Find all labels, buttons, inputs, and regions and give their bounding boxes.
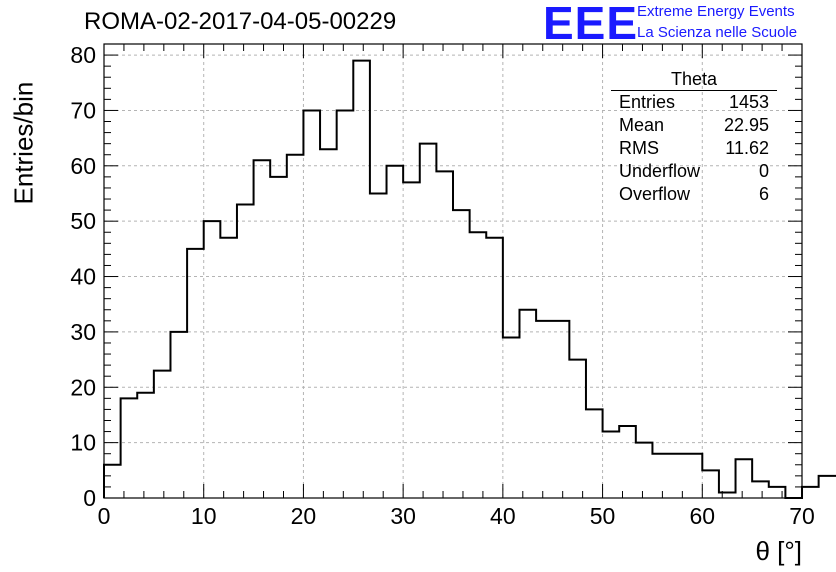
histogram-bin bbox=[669, 454, 686, 498]
histogram-series-line bbox=[103, 59, 836, 499]
org-tagline: La Scienza nelle Scuole bbox=[637, 24, 798, 41]
histogram-bin bbox=[470, 232, 487, 498]
histogram-bin bbox=[104, 465, 121, 498]
histogram-bin bbox=[220, 238, 237, 498]
run-title: ROMA-02-2017-04-05-00229 bbox=[84, 8, 397, 35]
histogram-bin bbox=[736, 459, 753, 498]
histogram-bin bbox=[436, 171, 453, 498]
stats-value: 1453 bbox=[728, 92, 769, 112]
histogram-bin bbox=[270, 177, 287, 498]
histogram-bin bbox=[802, 487, 819, 498]
x-tick-label: 40 bbox=[490, 503, 516, 529]
histogram-bin bbox=[137, 393, 154, 498]
plot-frame bbox=[103, 43, 803, 499]
histogram-bin bbox=[702, 470, 719, 498]
x-axis-label: θ [°] bbox=[755, 536, 802, 566]
histogram-bin bbox=[752, 481, 769, 498]
stats-row-mean: Mean 22.95 bbox=[611, 114, 777, 137]
stats-row-entries: Entries 1453 bbox=[611, 91, 777, 114]
histogram-bin bbox=[121, 398, 138, 498]
stats-label: Mean bbox=[619, 115, 665, 135]
x-tick-label: 0 bbox=[98, 503, 111, 529]
eee-logo: EEE bbox=[543, 0, 639, 49]
y-tick-label: 80 bbox=[70, 42, 96, 68]
histogram-bin bbox=[387, 166, 404, 498]
histogram-bin bbox=[337, 110, 354, 498]
x-tick-label: 10 bbox=[191, 503, 217, 529]
histogram-bin bbox=[254, 160, 271, 498]
histogram-bin bbox=[686, 454, 703, 498]
histogram-bin bbox=[636, 443, 653, 498]
histogram-bin bbox=[819, 476, 836, 498]
histogram-bin bbox=[536, 321, 553, 498]
histogram-bin bbox=[603, 432, 620, 498]
x-tick-label: 60 bbox=[689, 503, 715, 529]
histogram-bin bbox=[486, 238, 503, 498]
histogram-bin bbox=[652, 454, 669, 498]
stats-label: Underflow bbox=[619, 161, 701, 181]
histogram-bin bbox=[420, 144, 437, 498]
stats-value: 0 bbox=[758, 161, 769, 181]
y-tick-label: 60 bbox=[70, 153, 96, 179]
stats-box: Theta Entries 1453 Mean 22.95 RMS 11.62 … bbox=[611, 68, 777, 206]
x-tick-label: 20 bbox=[291, 503, 317, 529]
histogram-bin bbox=[453, 210, 470, 498]
stats-row-overflow: Overflow 6 bbox=[611, 183, 777, 206]
histogram-bin bbox=[403, 182, 420, 498]
histogram-bin bbox=[303, 110, 320, 498]
histogram-bin bbox=[154, 371, 171, 498]
histogram-bin bbox=[619, 426, 636, 498]
y-tick-label: 50 bbox=[70, 208, 96, 234]
histogram-bin bbox=[719, 492, 736, 498]
histogram-bin bbox=[353, 61, 370, 498]
histogram-bin bbox=[370, 193, 387, 498]
y-tick-label: 20 bbox=[70, 374, 96, 400]
stats-value: 22.95 bbox=[723, 115, 769, 135]
stats-row-rms: RMS 11.62 bbox=[611, 137, 777, 160]
histogram-bin bbox=[586, 409, 603, 498]
stats-label: RMS bbox=[619, 138, 659, 158]
y-tick-label: 10 bbox=[70, 430, 96, 456]
histogram-bin bbox=[204, 221, 221, 498]
stats-value: 11.62 bbox=[725, 138, 769, 158]
histogram-bin bbox=[320, 149, 337, 498]
histogram-bin bbox=[287, 155, 304, 498]
x-tick-label: 50 bbox=[590, 503, 616, 529]
histogram-bin bbox=[170, 332, 187, 498]
stats-value: 6 bbox=[758, 184, 769, 204]
histogram-bin bbox=[553, 321, 570, 498]
histogram-bin bbox=[769, 487, 786, 498]
x-tick-label: 30 bbox=[390, 503, 416, 529]
histogram-bin bbox=[569, 360, 586, 498]
y-tick-label: 70 bbox=[70, 97, 96, 123]
y-tick-label: 30 bbox=[70, 319, 96, 345]
y-axis-label: Entries/bin bbox=[8, 81, 39, 205]
stats-title: Theta bbox=[611, 68, 777, 91]
histogram-bin bbox=[519, 310, 536, 498]
histogram-bin bbox=[237, 205, 254, 498]
org-name: Extreme Energy Events bbox=[637, 3, 795, 20]
histogram-bin bbox=[503, 337, 520, 498]
histogram-bin bbox=[187, 249, 204, 498]
y-axis-label-box: Entries/bin bbox=[4, 82, 39, 205]
y-tick-label: 40 bbox=[70, 264, 96, 290]
x-tick-label: 70 bbox=[789, 503, 815, 529]
stats-row-underflow: Underflow 0 bbox=[611, 160, 777, 183]
y-tick-label: 0 bbox=[83, 485, 96, 511]
stats-label: Overflow bbox=[619, 184, 691, 204]
stats-label: Entries bbox=[619, 92, 676, 112]
